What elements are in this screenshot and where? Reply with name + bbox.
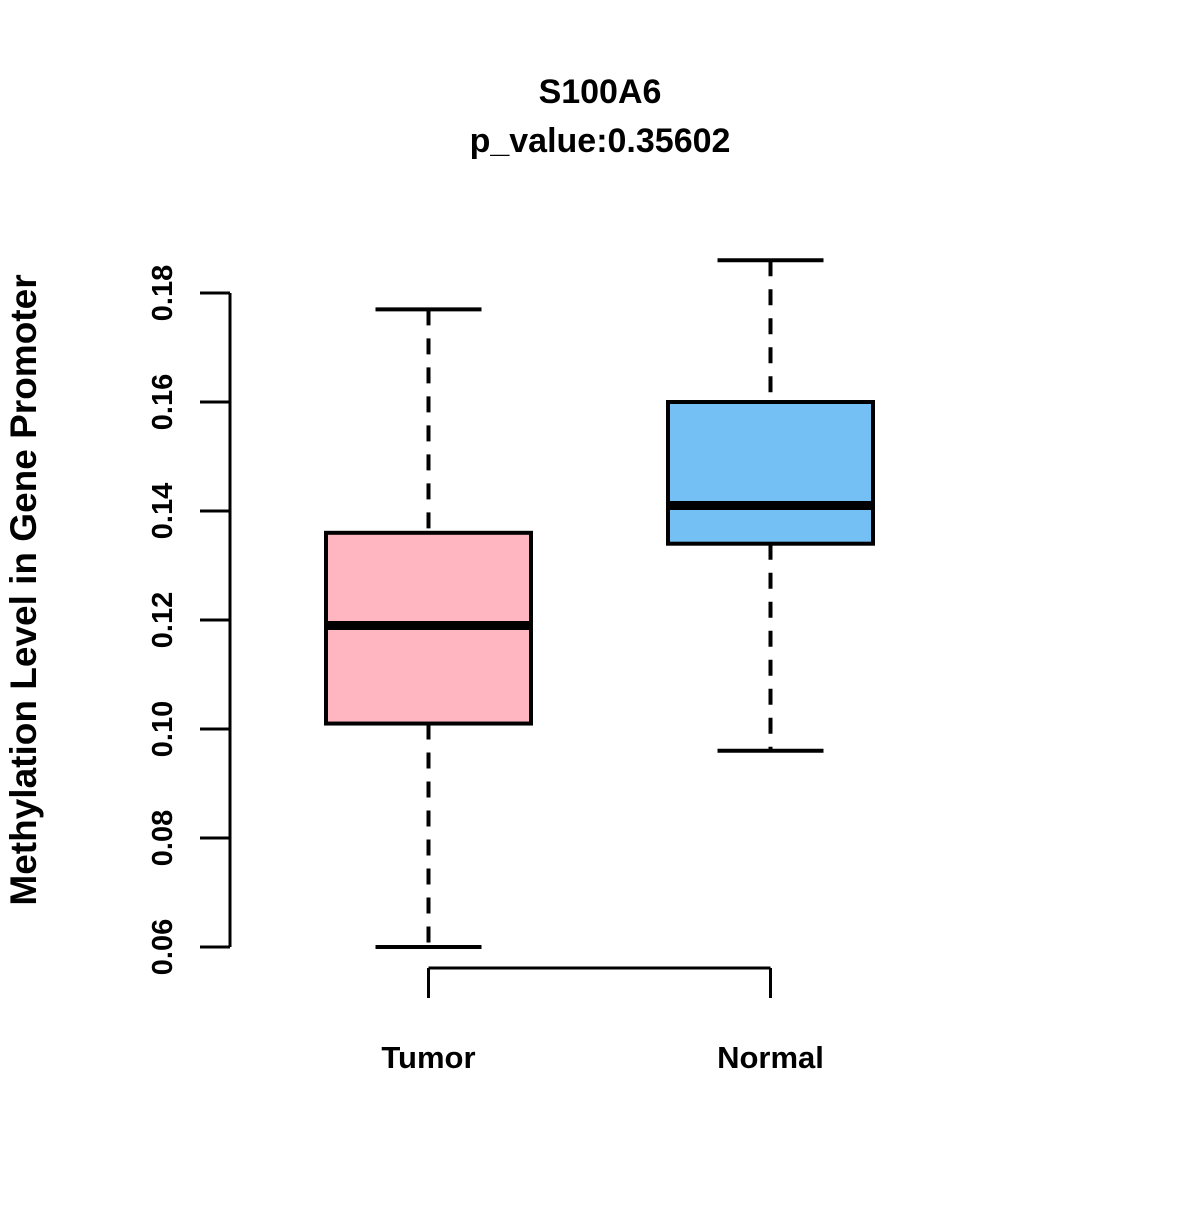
y-axis-tick-label: 0.06	[147, 919, 179, 975]
y-axis-tick-label: 0.08	[147, 810, 179, 866]
box-normal	[666, 400, 875, 546]
x-axis-label-normal: Normal	[717, 1040, 824, 1075]
y-axis-tick-label: 0.14	[147, 483, 179, 539]
chart-subtitle: p_value:0.35602	[470, 122, 731, 160]
chart-title: S100A6	[539, 73, 662, 111]
y-axis-tick-label: 0.10	[147, 701, 179, 757]
plot-area: 0.06 0.08 0.10 0.12 0.14 0.16 0.18 Tumor Normal	[147, 258, 875, 1075]
y-axis-tick-label: 0.16	[147, 374, 179, 430]
y-axis-tick-label: 0.18	[147, 265, 179, 321]
y-axis-tick-label: 0.12	[147, 592, 179, 648]
x-axis-label-tumor: Tumor	[381, 1040, 475, 1075]
y-axis-title: Methylation Level in Gene Promoter	[3, 274, 44, 905]
